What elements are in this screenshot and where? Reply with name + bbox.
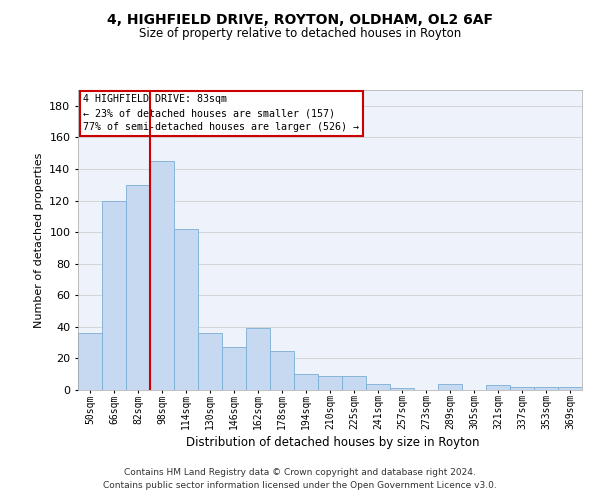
Text: 4, HIGHFIELD DRIVE, ROYTON, OLDHAM, OL2 6AF: 4, HIGHFIELD DRIVE, ROYTON, OLDHAM, OL2 … xyxy=(107,12,493,26)
Bar xyxy=(510,387,534,390)
Text: Distribution of detached houses by size in Royton: Distribution of detached houses by size … xyxy=(186,436,480,449)
Bar xyxy=(294,374,318,390)
Bar xyxy=(438,384,462,390)
Bar xyxy=(318,376,342,390)
Bar xyxy=(366,384,390,390)
Bar xyxy=(150,161,174,390)
Bar xyxy=(390,388,414,390)
Bar xyxy=(198,333,222,390)
Bar xyxy=(126,184,150,390)
Text: Contains public sector information licensed under the Open Government Licence v3: Contains public sector information licen… xyxy=(103,482,497,490)
Bar xyxy=(78,333,102,390)
Bar xyxy=(102,200,126,390)
Text: 4 HIGHFIELD DRIVE: 83sqm
← 23% of detached houses are smaller (157)
77% of semi-: 4 HIGHFIELD DRIVE: 83sqm ← 23% of detach… xyxy=(83,94,359,132)
Bar xyxy=(270,350,294,390)
Bar xyxy=(246,328,270,390)
Text: Contains HM Land Registry data © Crown copyright and database right 2024.: Contains HM Land Registry data © Crown c… xyxy=(124,468,476,477)
Y-axis label: Number of detached properties: Number of detached properties xyxy=(34,152,44,328)
Bar xyxy=(222,348,246,390)
Bar xyxy=(174,229,198,390)
Bar xyxy=(534,387,558,390)
Bar xyxy=(486,386,510,390)
Bar xyxy=(558,387,582,390)
Bar xyxy=(342,376,366,390)
Text: Size of property relative to detached houses in Royton: Size of property relative to detached ho… xyxy=(139,28,461,40)
